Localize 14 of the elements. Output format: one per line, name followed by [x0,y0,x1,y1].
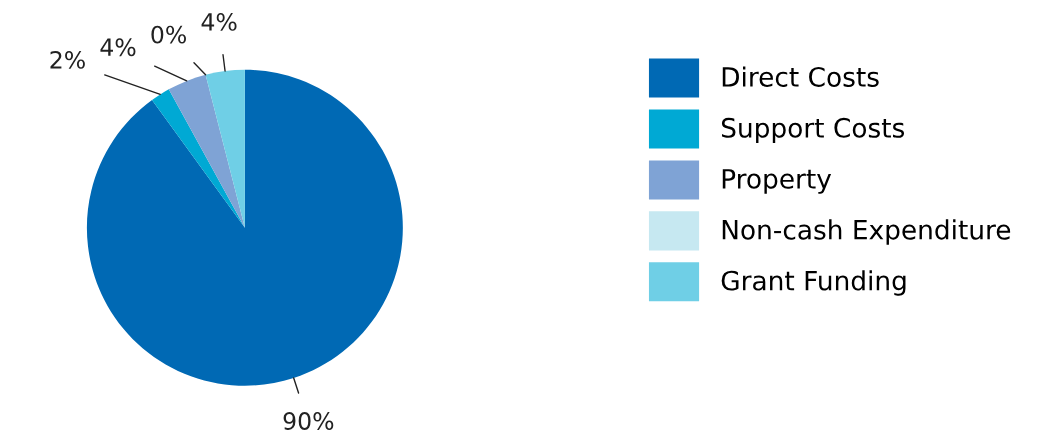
pie-slice [152,89,245,228]
legend-label: Support Costs [721,117,905,143]
data-label: 90% [283,412,334,430]
pie-slice [168,74,245,228]
data-label: 4% [201,13,237,31]
pie-slice [86,69,403,386]
legend-label: Non-cash Expenditure [722,219,1011,245]
text: 0% [151,25,186,44]
data-label: 2% [50,50,85,69]
legend-label: Grant Funding [721,270,906,296]
legend-label: Property [722,169,832,194]
pie-slice [205,69,245,228]
data-label: 4% [100,38,136,57]
legend-label: Direct Costs [722,66,879,87]
